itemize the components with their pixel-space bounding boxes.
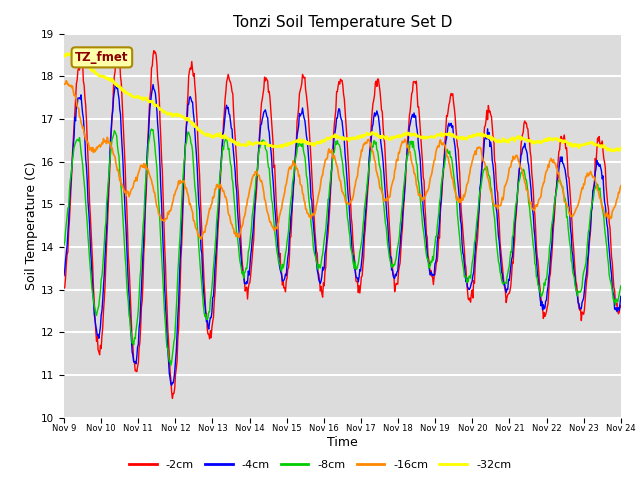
Text: TZ_fmet: TZ_fmet [75,51,129,64]
X-axis label: Time: Time [327,436,358,449]
Legend: -2cm, -4cm, -8cm, -16cm, -32cm: -2cm, -4cm, -8cm, -16cm, -32cm [124,456,516,474]
Y-axis label: Soil Temperature (C): Soil Temperature (C) [25,161,38,290]
Title: Tonzi Soil Temperature Set D: Tonzi Soil Temperature Set D [233,15,452,30]
